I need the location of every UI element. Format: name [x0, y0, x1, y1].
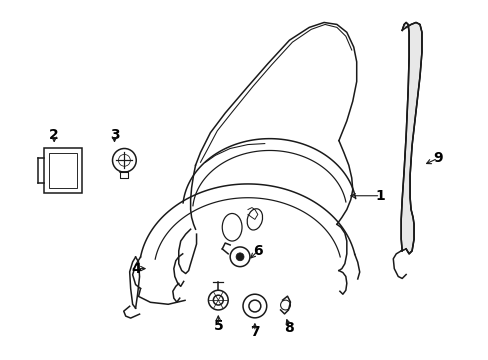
Text: 1: 1 — [375, 189, 385, 203]
Text: 4: 4 — [131, 262, 141, 276]
Text: 3: 3 — [109, 128, 119, 142]
Text: 8: 8 — [284, 321, 294, 335]
Bar — [49, 153, 77, 188]
Text: 7: 7 — [249, 325, 259, 339]
Text: 9: 9 — [432, 151, 442, 165]
Polygon shape — [400, 22, 421, 254]
Circle shape — [236, 253, 244, 261]
Text: 2: 2 — [49, 128, 59, 142]
Text: 5: 5 — [213, 319, 223, 333]
Bar — [44, 148, 81, 193]
Text: 6: 6 — [252, 244, 262, 258]
